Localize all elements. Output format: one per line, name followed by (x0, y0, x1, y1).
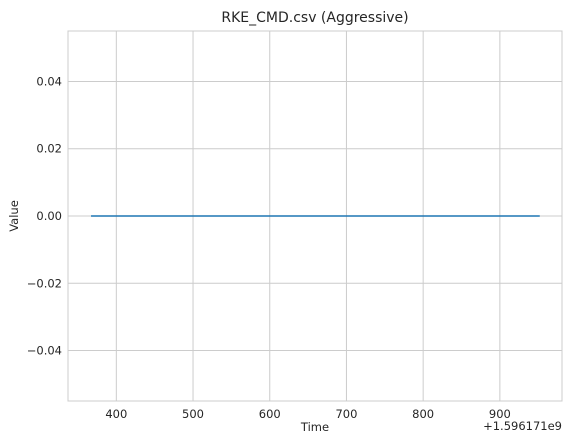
y-tick-label: −0.02 (27, 276, 62, 290)
x-tick-label: 800 (412, 407, 434, 421)
y-tick-label: 0.00 (36, 209, 62, 223)
plot-area-frame (67, 30, 563, 402)
x-axis-label: Time (300, 420, 329, 434)
x-tick-label: 400 (105, 407, 127, 421)
y-tick-label: 0.02 (36, 142, 62, 156)
y-axis-label: Value (7, 200, 21, 232)
x-axis-offset-label: +1.596171e9 (483, 419, 562, 433)
x-tick-label: 500 (182, 407, 204, 421)
y-tick-label: 0.04 (36, 74, 62, 88)
chart-title: RKE_CMD.csv (Aggressive) (221, 10, 408, 26)
y-tick-label: −0.04 (27, 344, 62, 358)
x-tick-label: 600 (259, 407, 281, 421)
x-tick-labels: 400 500 600 700 800 900 (105, 407, 510, 421)
x-tick-label: 900 (489, 407, 511, 421)
x-tick-label: 700 (335, 407, 357, 421)
y-tick-labels: 0.04 0.02 0.00 −0.02 −0.04 (27, 74, 62, 357)
